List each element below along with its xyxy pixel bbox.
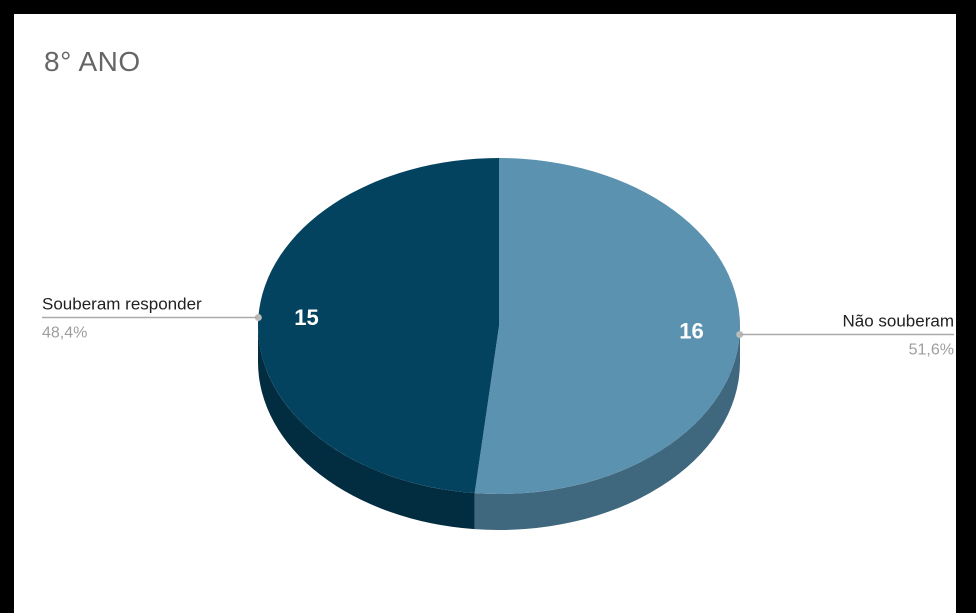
- pie-value-label-1: 15: [294, 305, 318, 330]
- slice-category-label-1: Souberam responder: [42, 294, 202, 313]
- slice-percent-label-0: 51,6%: [909, 342, 954, 359]
- slice-category-label-0: Não souberam: [842, 312, 954, 331]
- pie-slice-0[interactable]: [474, 158, 740, 494]
- pie-slice-side-0: [474, 326, 740, 530]
- chart-title: 8° ANO: [44, 46, 141, 77]
- slice-percent-label-1: 48,4%: [42, 324, 87, 341]
- pie-slice-side-1: [258, 326, 475, 530]
- pie-labels-group: 16 Não souberam 51,6% 15 Souberam responder 4…: [42, 294, 954, 359]
- pie-slice-1[interactable]: [257, 158, 499, 494]
- pie-depth-group: [258, 326, 740, 530]
- pie-value-label-0: 16: [679, 319, 703, 344]
- pie-slices-group: [257, 158, 740, 494]
